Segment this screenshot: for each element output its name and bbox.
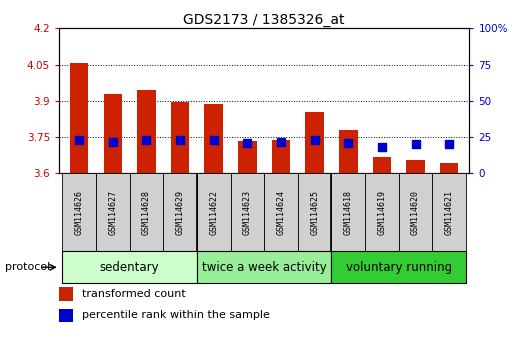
Text: protocol: protocol xyxy=(5,262,50,272)
Point xyxy=(243,140,251,146)
Bar xyxy=(305,112,324,173)
FancyBboxPatch shape xyxy=(432,173,466,251)
Text: GSM114621: GSM114621 xyxy=(445,190,453,235)
FancyBboxPatch shape xyxy=(230,173,264,251)
Bar xyxy=(406,160,425,173)
Text: GSM114628: GSM114628 xyxy=(142,190,151,235)
Point xyxy=(310,137,319,143)
FancyBboxPatch shape xyxy=(63,173,96,251)
FancyBboxPatch shape xyxy=(130,173,163,251)
Text: GSM114623: GSM114623 xyxy=(243,190,252,235)
Text: twice a week activity: twice a week activity xyxy=(202,261,327,274)
Point xyxy=(411,142,420,147)
Point xyxy=(378,144,386,150)
Point xyxy=(210,137,218,143)
FancyBboxPatch shape xyxy=(197,251,331,283)
FancyBboxPatch shape xyxy=(96,173,130,251)
FancyBboxPatch shape xyxy=(63,251,197,283)
Point xyxy=(445,142,453,147)
Text: GSM114629: GSM114629 xyxy=(175,190,185,235)
Text: GSM114624: GSM114624 xyxy=(277,190,286,235)
Bar xyxy=(59,287,73,301)
Point xyxy=(109,139,117,144)
Text: GSM114618: GSM114618 xyxy=(344,190,353,235)
FancyBboxPatch shape xyxy=(399,173,432,251)
Text: GSM114620: GSM114620 xyxy=(411,190,420,235)
Text: voluntary running: voluntary running xyxy=(346,261,452,274)
FancyBboxPatch shape xyxy=(331,251,466,283)
Bar xyxy=(272,139,290,173)
FancyBboxPatch shape xyxy=(365,173,399,251)
Bar xyxy=(372,156,391,173)
Point xyxy=(344,140,352,146)
Title: GDS2173 / 1385326_at: GDS2173 / 1385326_at xyxy=(184,13,345,27)
Bar xyxy=(104,94,122,173)
Text: GSM114626: GSM114626 xyxy=(75,190,84,235)
Text: GSM114622: GSM114622 xyxy=(209,190,218,235)
Bar xyxy=(205,104,223,173)
FancyBboxPatch shape xyxy=(331,173,365,251)
FancyBboxPatch shape xyxy=(298,173,331,251)
Text: percentile rank within the sample: percentile rank within the sample xyxy=(82,310,269,320)
Bar xyxy=(238,141,256,173)
Bar xyxy=(59,309,73,322)
Text: GSM114625: GSM114625 xyxy=(310,190,319,235)
Text: GSM114619: GSM114619 xyxy=(378,190,386,235)
Text: transformed count: transformed count xyxy=(82,289,185,299)
FancyBboxPatch shape xyxy=(264,173,298,251)
Text: sedentary: sedentary xyxy=(100,261,160,274)
Bar xyxy=(171,102,189,173)
Bar xyxy=(339,130,358,173)
Point xyxy=(75,137,83,143)
FancyBboxPatch shape xyxy=(197,173,230,251)
FancyBboxPatch shape xyxy=(163,173,197,251)
Bar xyxy=(440,162,459,173)
Point xyxy=(277,139,285,144)
Point xyxy=(176,137,184,143)
Point xyxy=(142,137,150,143)
Text: GSM114627: GSM114627 xyxy=(108,190,117,235)
Bar xyxy=(137,90,156,173)
Bar xyxy=(70,63,88,173)
